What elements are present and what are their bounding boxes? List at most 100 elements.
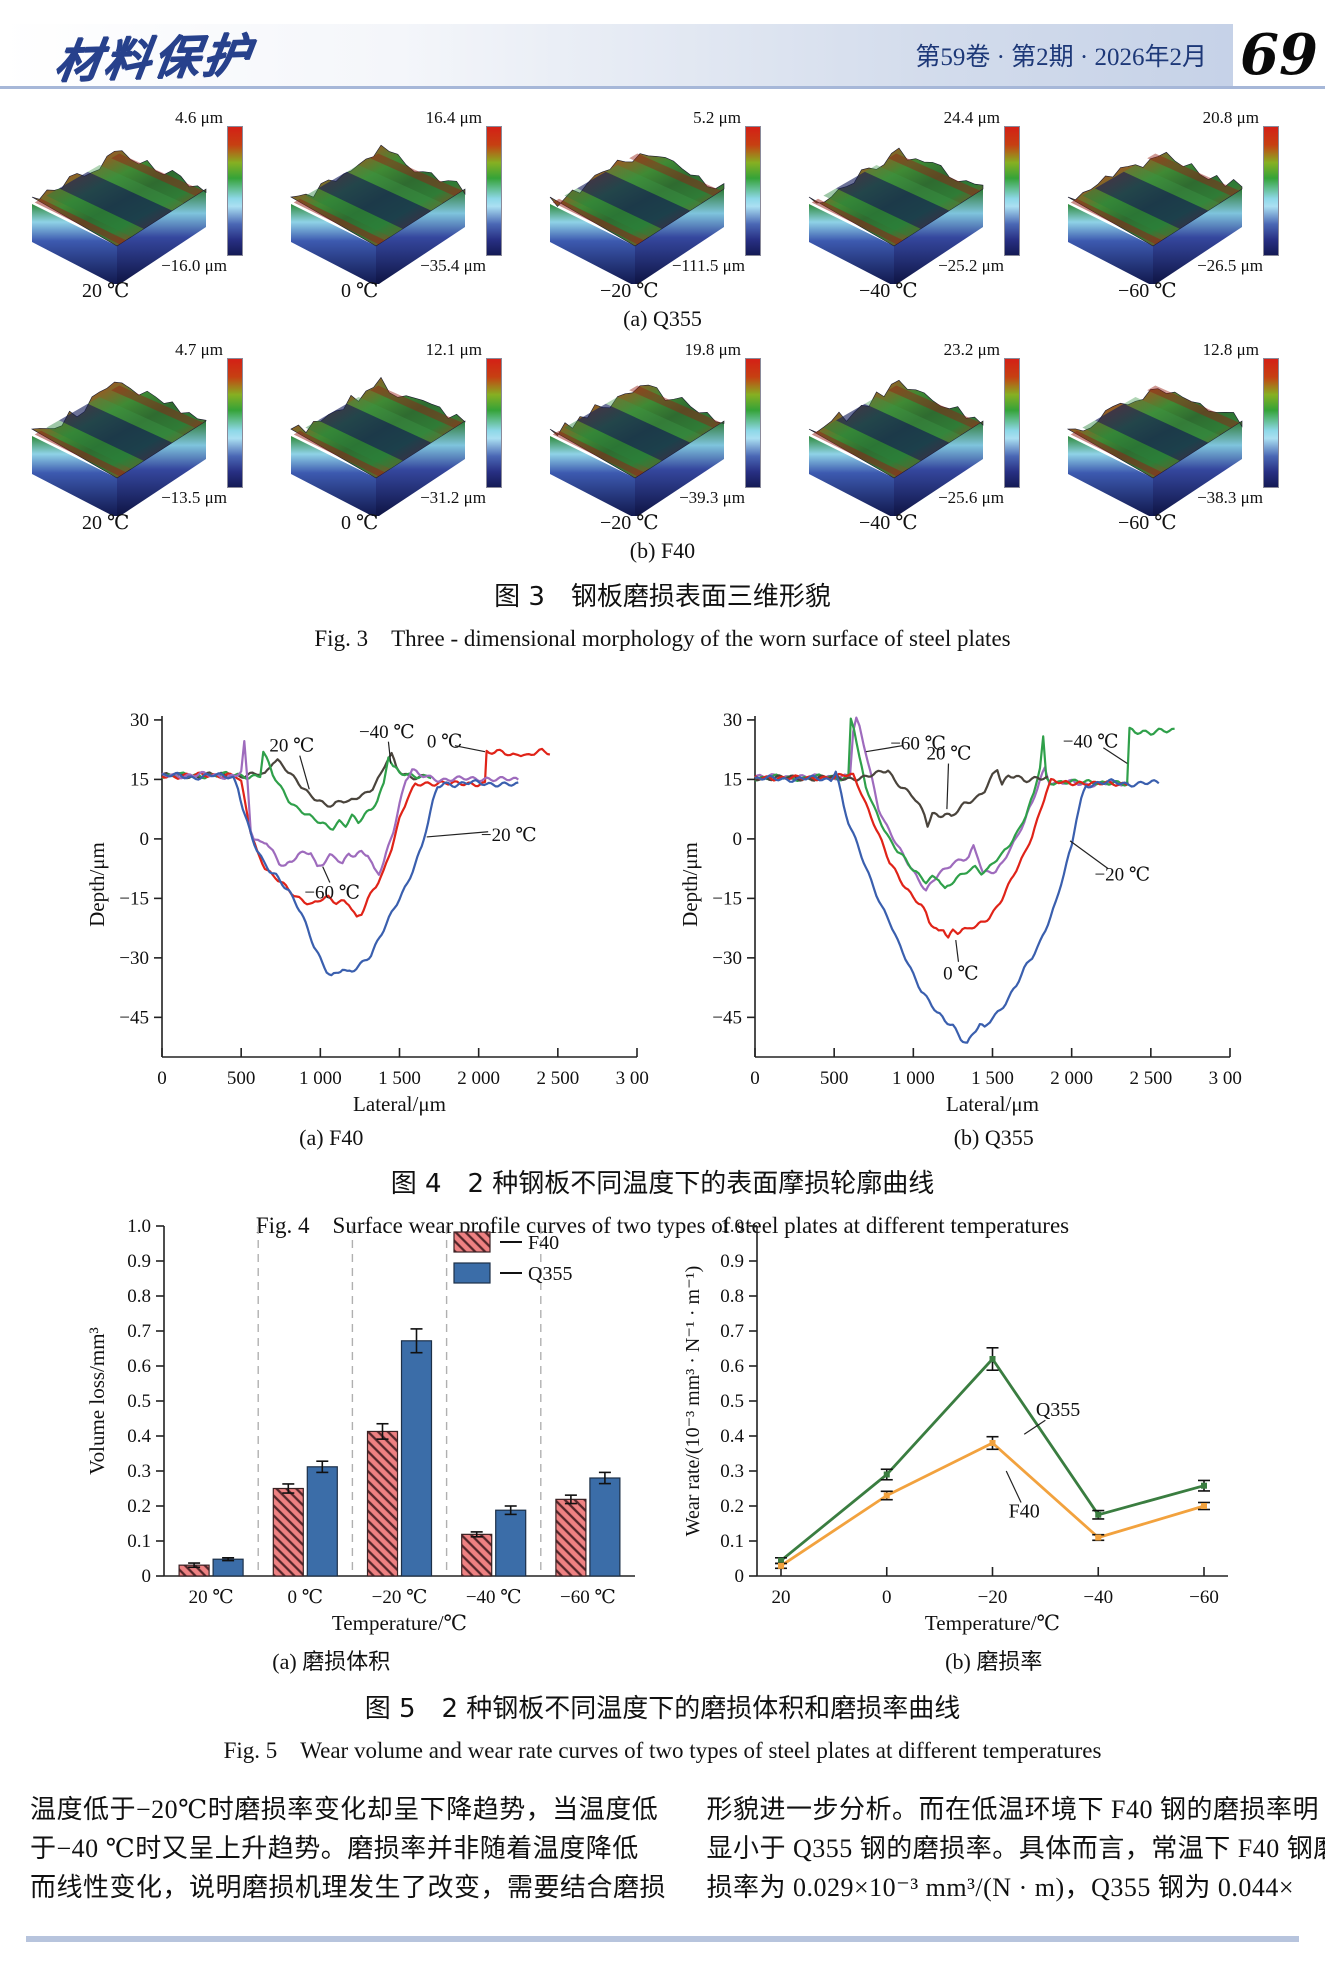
- colorbar-max-label: 4.6 μm: [175, 108, 223, 127]
- svg-text:0: 0: [732, 829, 742, 850]
- legend-label: Q355: [528, 1263, 572, 1285]
- colorbar-max-label: 19.8 μm: [684, 340, 741, 359]
- colorbar-max-label: 5.2 μm: [693, 108, 741, 127]
- bar-Q355: [212, 1558, 244, 1577]
- svg-text:Depth/μm: Depth/μm: [678, 842, 702, 927]
- colorbar-min-label: −38.3 μm: [1197, 488, 1263, 507]
- temperature-label: 20 ℃: [82, 512, 130, 534]
- profile-series-20 ℃: [754, 769, 1048, 828]
- axes: [153, 716, 638, 1058]
- svg-text:−20 ℃: −20 ℃: [371, 1587, 427, 1608]
- fig5a-bar-chart: 0 0.1 0.2 0.3 0.4 0.5 0.6 0.7 0.8 0.9 1.0 20 ℃ 0 ℃ −2…: [85, 1216, 635, 1635]
- surface-3d-image: [31, 381, 207, 516]
- fig3-panel: 24.4 μm −25.2 μm −40 ℃: [795, 100, 1048, 302]
- profile-series-−60 ℃: [160, 740, 519, 876]
- curve-label: −20 ℃: [1094, 865, 1150, 886]
- surface-3d-image: [290, 144, 466, 284]
- legend-swatch-Q355: [452, 1262, 491, 1284]
- fig3-row-1-caption: (b) F40: [629, 538, 696, 563]
- svg-text:0.6: 0.6: [127, 1356, 151, 1377]
- surface-3d-image: [549, 384, 725, 516]
- legend-label: F40: [528, 1232, 559, 1254]
- svg-text:1.0: 1.0: [720, 1216, 744, 1237]
- svg-text:0.9: 0.9: [720, 1251, 744, 1272]
- svg-text:0.2: 0.2: [127, 1496, 151, 1517]
- svg-text:0: 0: [734, 1566, 744, 1587]
- svg-text:1 000: 1 000: [298, 1068, 341, 1089]
- svg-text:0.7: 0.7: [127, 1321, 151, 1342]
- fig3-row-1: 4.7 μm −13.5 μm 20 ℃ 12.1 μm −31.2 μm 0 ℃ 19.8…: [0, 332, 1325, 564]
- colorbar-min-label: −26.5 μm: [1197, 256, 1263, 275]
- fig4b-profile-chart: 30 15 0 −15 −30 −45 0 500 1 000 1 500 2 000 2 500 3 …: [678, 710, 1242, 1116]
- body-line: 而线性变化，说明磨损机理发生了改变，需要结合磨损: [30, 1873, 667, 1902]
- svg-text:3 000: 3 000: [1208, 1068, 1241, 1089]
- svg-text:2 500: 2 500: [1129, 1068, 1172, 1089]
- colorbar-max-label: 20.8 μm: [1202, 108, 1259, 127]
- svg-text:Temperature/℃: Temperature/℃: [331, 1611, 466, 1635]
- curve-label: 20 ℃: [926, 744, 971, 765]
- temperature-label: 20 ℃: [82, 280, 130, 302]
- svg-text:0.3: 0.3: [720, 1461, 744, 1482]
- svg-text:0.3: 0.3: [127, 1461, 151, 1482]
- fig3-row-0-caption: (a) Q355: [623, 306, 702, 331]
- fig4-sub-b: (b) Q355: [953, 1125, 1034, 1150]
- svg-text:1 000: 1 000: [891, 1068, 934, 1089]
- fig5-caption-en: Fig. 5 Wear volume and wear rate curves …: [223, 1738, 1102, 1763]
- fig5-sub-b: (b) 磨损率: [945, 1649, 1043, 1674]
- bar-Q355: [400, 1340, 432, 1577]
- surface-3d-image: [549, 153, 725, 284]
- curve-label: F40: [1008, 1500, 1039, 1522]
- temperature-label: −40 ℃: [859, 512, 918, 534]
- curve-label: −40 ℃: [1062, 732, 1118, 753]
- fig5-charts: 0 0.1 0.2 0.3 0.4 0.5 0.6 0.7 0.8 0.9 1.0 20 ℃ 0 ℃ −2…: [0, 1212, 1325, 1642]
- svg-text:20 ℃: 20 ℃: [188, 1587, 233, 1608]
- fig3-panel: 19.8 μm −39.3 μm −20 ℃: [536, 332, 789, 534]
- colorbar-max-label: 4.7 μm: [175, 340, 223, 359]
- curve-label: −40 ℃: [358, 722, 414, 743]
- temperature-label: 0 ℃: [341, 512, 379, 534]
- journal-logo: 材料保护: [51, 27, 256, 89]
- svg-text:−45: −45: [119, 1007, 149, 1028]
- temperature-label: −20 ℃: [600, 280, 659, 302]
- fig5-caption-zh: 图 5 2 种钢板不同温度下的磨损体积和磨损率曲线: [364, 1694, 961, 1724]
- header-right: 第59卷 · 第2期 · 2026年2月 69: [915, 22, 1325, 88]
- body-text: 温度低于−20℃时磨损率变化却呈下降趋势，当温度低 于−40 ℃时又呈上升趋势。…: [30, 1790, 1325, 1907]
- fig3-panel: 4.6 μm −16.0 μm 20 ℃: [18, 100, 271, 302]
- bar-Q355: [306, 1466, 338, 1577]
- fig3-panel: 16.4 μm −35.4 μm 0 ℃: [277, 100, 530, 302]
- colorbar-min-label: −13.5 μm: [161, 488, 227, 507]
- curve-label: −60 ℃: [890, 734, 946, 755]
- curve-label: 0 ℃: [426, 732, 462, 753]
- fig3-row-1-panels: 4.7 μm −13.5 μm 20 ℃ 12.1 μm −31.2 μm 0 ℃ 19.8…: [0, 332, 1325, 534]
- curve-label: 0 ℃: [943, 964, 979, 985]
- colorbar-max-label: 12.8 μm: [1202, 340, 1259, 359]
- colorbar: [745, 126, 761, 256]
- fig4-caption-en: Fig. 4 Surface wear profile curves of tw…: [255, 1213, 1070, 1238]
- svg-text:500: 500: [819, 1068, 848, 1089]
- body-line: 于−40 ℃时又呈上升趋势。磨损率并非随着温度降低: [30, 1834, 639, 1863]
- svg-text:500: 500: [226, 1068, 255, 1089]
- fig4-charts: 30 15 0 −15 −30 −45 0 500 1 000 1 500 2 000 2 500 3 …: [0, 698, 1325, 1123]
- svg-text:−60 ℃: −60 ℃: [560, 1587, 616, 1608]
- svg-text:0.9: 0.9: [127, 1251, 151, 1272]
- axes: [748, 1225, 1228, 1577]
- journal-header: 材料保护 第59卷 · 第2期 · 2026年2月 69: [0, 22, 1325, 89]
- colorbar-min-label: −39.3 μm: [679, 488, 745, 507]
- svg-text:−30: −30: [712, 948, 742, 969]
- colorbar-min-label: −31.2 μm: [420, 488, 486, 507]
- fig5-sub-a: (a) 磨损体积: [272, 1649, 391, 1674]
- colorbar-max-label: 23.2 μm: [943, 340, 1000, 359]
- svg-text:0.4: 0.4: [127, 1426, 151, 1447]
- svg-text:Depth/μm: Depth/μm: [85, 842, 109, 927]
- svg-text:0.8: 0.8: [720, 1286, 744, 1307]
- svg-text:Volume loss/mm³: Volume loss/mm³: [85, 1327, 109, 1475]
- rate-series-Q355: [779, 1357, 1204, 1562]
- svg-text:2 000: 2 000: [457, 1068, 500, 1089]
- fig3-panel: 4.7 μm −13.5 μm 20 ℃: [18, 332, 271, 534]
- svg-text:1 500: 1 500: [378, 1068, 421, 1089]
- svg-text:−40 ℃: −40 ℃: [465, 1587, 521, 1608]
- svg-text:0.8: 0.8: [127, 1286, 151, 1307]
- svg-text:30: 30: [130, 710, 149, 731]
- curve-label: −60 ℃: [304, 882, 360, 903]
